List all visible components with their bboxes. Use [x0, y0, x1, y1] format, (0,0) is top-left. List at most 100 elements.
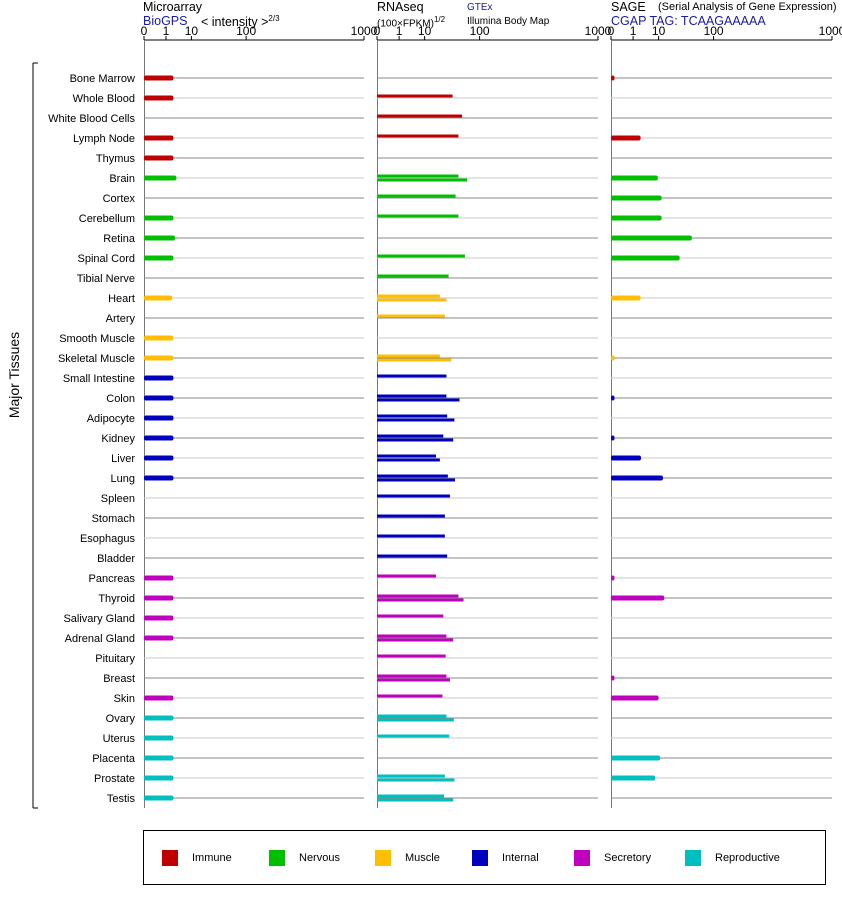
- rnaseq-bar: [377, 354, 440, 358]
- microarray-tick-label: 0: [141, 24, 148, 38]
- legend-swatch: [574, 850, 590, 866]
- rnaseq-bar: [377, 298, 447, 302]
- rnaseq-bar: [377, 358, 452, 362]
- tissue-label: Skeletal Muscle: [58, 353, 135, 365]
- sage-tick-label: 0: [608, 24, 615, 38]
- microarray-bar: [144, 375, 174, 381]
- rnaseq-bar: [377, 678, 450, 682]
- rnaseq-bar: [377, 194, 456, 198]
- rnaseq-bar: [377, 178, 468, 182]
- legend-swatch: [685, 850, 701, 866]
- microarray-bar: [144, 455, 174, 461]
- sage-bar: [611, 595, 665, 601]
- legend-label: Immune: [192, 852, 232, 864]
- tissue-label: Adipocyte: [87, 413, 135, 425]
- tissue-label: Placenta: [92, 753, 136, 765]
- rnaseq-bar: [377, 458, 440, 462]
- tissue-label: White Blood Cells: [48, 113, 135, 125]
- rnaseq-bar: [377, 398, 460, 402]
- microarray-bar: [144, 695, 174, 701]
- tissue-label: Lung: [111, 473, 135, 485]
- rnaseq-bar: [377, 794, 445, 798]
- legend-swatch: [269, 850, 285, 866]
- microarray-tick-label: 1: [163, 24, 170, 38]
- tissue-label: Lymph Node: [73, 133, 135, 145]
- tissue-label: Bladder: [97, 553, 135, 565]
- tissue-label: Testis: [107, 793, 136, 805]
- rnaseq-bar: [377, 434, 444, 438]
- sage-bar: [611, 195, 662, 201]
- sage-bar: [611, 175, 658, 181]
- microarray-bar: [144, 175, 177, 181]
- microarray-bar: [144, 295, 173, 301]
- rnaseq-source: GTEx: [467, 2, 493, 13]
- tissue-label: Adrenal Gland: [65, 633, 135, 645]
- microarray-bar: [144, 475, 174, 481]
- tissue-label: Brain: [109, 173, 135, 185]
- microarray-tick-label: 1000: [351, 24, 378, 38]
- rnaseq-tick-label: 1: [396, 24, 403, 38]
- rnaseq-bar: [377, 254, 465, 258]
- microarray-source: BioGPS: [143, 14, 188, 28]
- tissue-label: Cerebellum: [79, 213, 135, 225]
- rnaseq-bar: [377, 638, 454, 642]
- microarray-tick-label: 100: [236, 24, 256, 38]
- microarray-bar: [144, 215, 174, 221]
- tissue-label: Prostate: [94, 773, 135, 785]
- rnaseq-bar: [377, 214, 459, 218]
- microarray-bar: [144, 775, 174, 781]
- rnaseq-bar: [377, 374, 447, 378]
- sage-tick-label: 100: [704, 24, 724, 38]
- microarray-bar: [144, 335, 174, 341]
- microarray-bar: [144, 615, 174, 621]
- sage-bar: [611, 295, 641, 301]
- sage-subtitle: (Serial Analysis of Gene Expression): [658, 1, 837, 13]
- sage-bar: [611, 755, 661, 761]
- rnaseq-bar: [377, 694, 443, 698]
- sage-bar: [611, 235, 692, 241]
- microarray-bar: [144, 415, 174, 421]
- tissue-label: Tibial Nerve: [77, 273, 135, 285]
- tissue-label: Ovary: [106, 713, 136, 725]
- legend-swatch: [375, 850, 391, 866]
- legend-item: Reproductive: [685, 849, 780, 867]
- rnaseq-bar: [377, 798, 454, 802]
- rnaseq-bar: [377, 554, 448, 558]
- rnaseq-bar: [377, 454, 436, 458]
- rnaseq-bar: [377, 774, 445, 778]
- sage-bar: [611, 575, 615, 581]
- tissue-label: Liver: [111, 453, 135, 465]
- rnaseq-bar: [377, 574, 436, 578]
- sage-bar: [611, 215, 662, 221]
- legend-box: Immune Nervous Muscle Internal Secretory Repr…: [143, 830, 826, 885]
- sage-tick-label: 1: [630, 24, 637, 38]
- rnaseq-bar: [377, 474, 448, 478]
- tissue-label: Salivary Gland: [63, 613, 135, 625]
- microarray-bar: [144, 135, 174, 141]
- tissue-label: Colon: [106, 393, 135, 405]
- sage-tag: CGAP TAG: TCAAGAAAAA: [611, 14, 766, 28]
- legend-swatch: [162, 850, 178, 866]
- rnaseq-bar: [377, 274, 449, 278]
- tissue-label: Cortex: [103, 193, 136, 205]
- rnaseq-bar: [377, 174, 459, 178]
- legend-label: Muscle: [405, 852, 440, 864]
- rnaseq-bar: [377, 714, 447, 718]
- y-axis-label: Major Tissues: [6, 332, 22, 418]
- microarray-bar: [144, 95, 174, 101]
- tissue-label: Pituitary: [95, 653, 135, 665]
- microarray-bar: [144, 435, 174, 441]
- legend-label: Reproductive: [715, 852, 780, 864]
- tissue-label: Artery: [106, 313, 136, 325]
- legend-label: Internal: [502, 852, 539, 864]
- legend-item: Muscle: [375, 849, 440, 867]
- rnaseq-bar: [377, 94, 453, 98]
- tissue-label: Spinal Cord: [78, 253, 135, 265]
- sage-bar: [611, 475, 663, 481]
- rnaseq-bar: [377, 634, 447, 638]
- tissue-label: Retina: [103, 233, 136, 245]
- rnaseq-bar: [377, 734, 450, 738]
- tissue-label: Heart: [108, 293, 135, 305]
- sage-bar: [611, 135, 641, 141]
